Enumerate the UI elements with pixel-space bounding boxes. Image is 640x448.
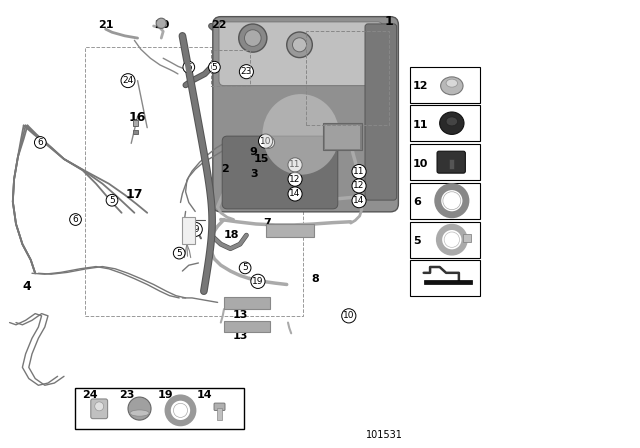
FancyBboxPatch shape — [212, 17, 398, 212]
Text: 19: 19 — [157, 390, 173, 400]
Text: 101531: 101531 — [365, 431, 403, 440]
Text: 5: 5 — [186, 63, 191, 72]
Bar — [410, 105, 480, 141]
FancyBboxPatch shape — [437, 151, 465, 173]
Text: 17: 17 — [125, 188, 143, 201]
Text: 10: 10 — [413, 159, 428, 168]
Text: 6: 6 — [73, 215, 78, 224]
Bar — [410, 144, 480, 180]
FancyBboxPatch shape — [365, 24, 397, 200]
Text: 24: 24 — [122, 76, 134, 85]
Ellipse shape — [446, 117, 458, 126]
Text: 6: 6 — [413, 198, 420, 207]
Bar — [325, 125, 360, 149]
Text: 11: 11 — [413, 120, 428, 129]
Text: 11: 11 — [353, 167, 365, 176]
Circle shape — [443, 192, 461, 210]
Bar — [449, 159, 454, 169]
Bar — [133, 130, 138, 134]
Circle shape — [95, 402, 104, 411]
Text: 20: 20 — [154, 20, 170, 30]
Text: 5: 5 — [109, 196, 115, 205]
Text: 3: 3 — [250, 169, 258, 179]
Text: 8: 8 — [311, 274, 319, 284]
Ellipse shape — [440, 112, 464, 134]
Circle shape — [239, 24, 267, 52]
Bar — [424, 280, 472, 284]
Circle shape — [173, 403, 188, 418]
Text: 21: 21 — [98, 20, 113, 30]
Bar — [75, 388, 244, 429]
Text: 4: 4 — [22, 280, 31, 293]
Text: 12: 12 — [413, 81, 428, 91]
Circle shape — [444, 232, 460, 247]
Text: 19: 19 — [252, 277, 264, 286]
Bar — [182, 217, 195, 244]
Text: 5: 5 — [266, 138, 271, 147]
Bar — [85, 47, 303, 316]
Ellipse shape — [130, 410, 149, 416]
Text: 19: 19 — [189, 225, 201, 234]
FancyBboxPatch shape — [91, 399, 108, 418]
Bar — [410, 67, 480, 103]
Ellipse shape — [262, 94, 339, 175]
Text: 23: 23 — [119, 390, 134, 400]
Text: 22: 22 — [211, 20, 227, 30]
Text: 5: 5 — [413, 237, 420, 246]
Text: 7: 7 — [264, 218, 271, 228]
Text: 9: 9 — [250, 147, 257, 157]
Bar — [306, 31, 389, 125]
Text: 13: 13 — [233, 310, 248, 320]
Bar — [266, 224, 314, 237]
Text: 16: 16 — [129, 111, 147, 124]
Bar — [410, 183, 480, 219]
Bar — [323, 123, 362, 150]
Text: 12: 12 — [289, 175, 301, 184]
Text: 14: 14 — [353, 196, 365, 205]
Text: 12: 12 — [353, 181, 365, 190]
Text: 10: 10 — [260, 137, 271, 146]
Bar — [133, 120, 138, 126]
Ellipse shape — [440, 77, 463, 95]
Circle shape — [292, 38, 307, 52]
Text: 13: 13 — [233, 331, 248, 341]
Text: 1: 1 — [385, 15, 394, 28]
Bar — [463, 234, 471, 242]
Bar — [410, 222, 480, 258]
Bar — [410, 260, 480, 296]
Circle shape — [244, 30, 261, 47]
Text: 5: 5 — [243, 263, 248, 272]
Ellipse shape — [446, 79, 458, 87]
FancyBboxPatch shape — [219, 22, 383, 86]
Bar — [224, 321, 270, 332]
Text: 5: 5 — [177, 249, 182, 258]
FancyBboxPatch shape — [214, 403, 225, 410]
Text: 15: 15 — [253, 154, 269, 164]
Circle shape — [128, 397, 151, 420]
Bar — [217, 408, 222, 420]
Bar — [211, 50, 250, 86]
Text: 6: 6 — [38, 138, 43, 147]
Text: 14: 14 — [197, 390, 212, 400]
FancyBboxPatch shape — [222, 136, 338, 209]
Text: 11: 11 — [289, 160, 301, 169]
Bar — [224, 297, 270, 309]
Text: 18: 18 — [224, 230, 239, 240]
Text: 2: 2 — [221, 164, 229, 174]
Text: 24: 24 — [82, 390, 97, 400]
Circle shape — [287, 32, 312, 58]
Text: 10: 10 — [343, 311, 355, 320]
Text: 23: 23 — [241, 67, 252, 76]
Text: 14: 14 — [289, 190, 301, 198]
Text: 5: 5 — [212, 63, 217, 72]
Circle shape — [156, 18, 166, 28]
